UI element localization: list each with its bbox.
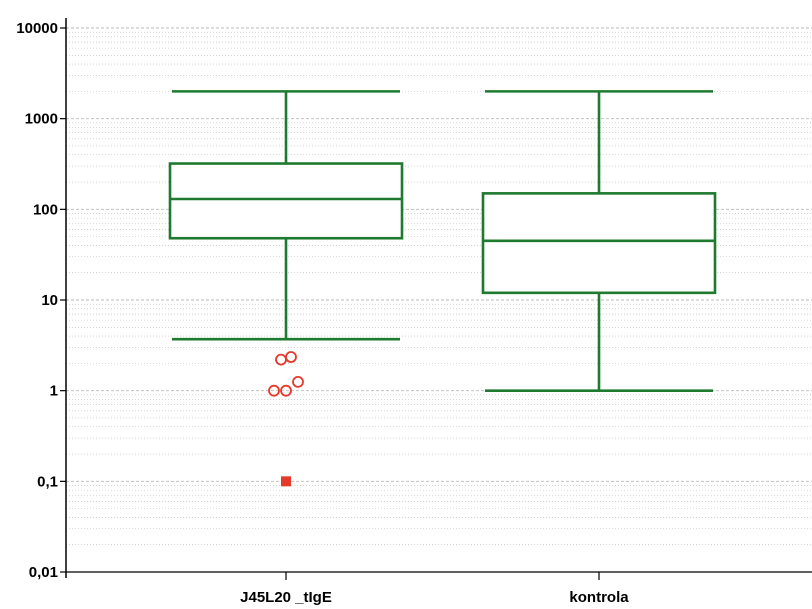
labels: 0,01 0,1 1 10 100 1000 10000 J45L20 _tIgE kontro… bbox=[16, 20, 629, 606]
y-tick-label: 1 bbox=[50, 383, 58, 400]
y-tick-label: 10000 bbox=[16, 20, 58, 37]
iqr-box bbox=[168, 162, 404, 240]
grid-lines bbox=[66, 27, 812, 573]
axes bbox=[60, 18, 812, 580]
y-tick-label: 10 bbox=[41, 292, 58, 309]
outlier-point bbox=[268, 384, 280, 397]
outlier-point bbox=[275, 353, 287, 366]
outlier-point bbox=[285, 351, 297, 363]
y-tick-label: 1000 bbox=[25, 111, 58, 128]
iqr-box bbox=[481, 192, 717, 295]
x-tick-label: kontrola bbox=[569, 589, 629, 606]
box-group bbox=[481, 90, 717, 392]
y-tick-label: 0,1 bbox=[37, 473, 58, 490]
outlier-point bbox=[292, 375, 304, 388]
y-tick-label: 100 bbox=[33, 201, 58, 218]
y-tick-label: 0,01 bbox=[29, 564, 58, 581]
outlier-point bbox=[280, 384, 292, 397]
boxes bbox=[168, 90, 717, 487]
x-tick-label: J45L20 _tIgE bbox=[240, 589, 332, 606]
extreme-point bbox=[281, 476, 291, 487]
box-group bbox=[168, 90, 404, 341]
